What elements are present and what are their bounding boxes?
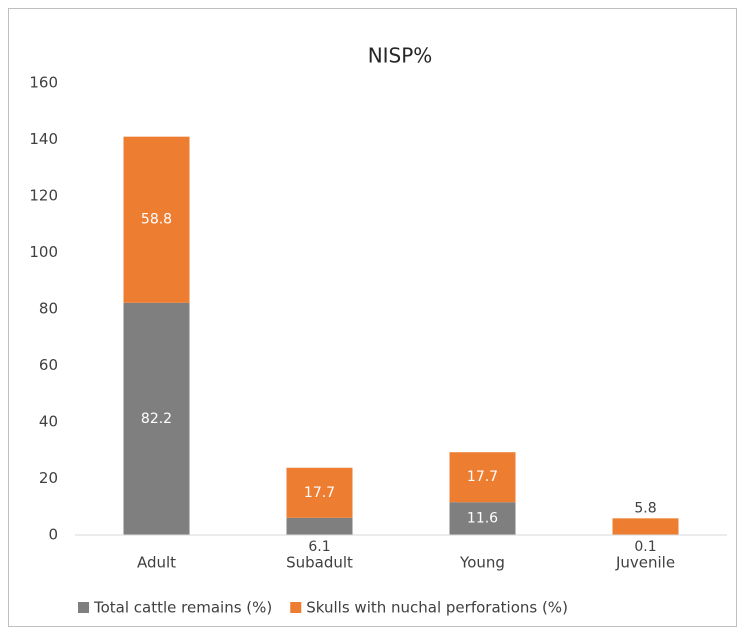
legend-label: Total cattle remains (%) bbox=[93, 599, 272, 617]
y-tick-label: 140 bbox=[29, 130, 58, 148]
bar-segment bbox=[286, 517, 353, 535]
y-tick-label: 80 bbox=[39, 300, 58, 318]
legend-label: Skulls with nuchal perforations (%) bbox=[306, 599, 568, 617]
value-label: 0.1 bbox=[634, 539, 656, 555]
value-label: 5.8 bbox=[634, 500, 656, 516]
value-label: 11.6 bbox=[467, 511, 498, 527]
bar-segment bbox=[612, 518, 679, 535]
y-tick-label: 100 bbox=[29, 243, 58, 261]
value-label: 82.2 bbox=[141, 411, 172, 427]
y-tick-label: 40 bbox=[39, 413, 58, 431]
value-label: 6.1 bbox=[308, 539, 330, 555]
chart-title: NISP% bbox=[368, 44, 433, 68]
value-label: 58.8 bbox=[141, 212, 172, 228]
y-tick-label: 20 bbox=[39, 469, 58, 487]
x-tick-label: Adult bbox=[137, 554, 176, 572]
bar-segment bbox=[286, 467, 353, 518]
x-tick-label: Subadult bbox=[286, 554, 353, 572]
value-label: 17.7 bbox=[467, 469, 498, 485]
bar-segment bbox=[449, 452, 516, 503]
y-tick-label: 120 bbox=[29, 187, 58, 205]
x-tick-label: Young bbox=[459, 554, 505, 572]
bar-segment bbox=[449, 502, 516, 535]
y-tick-label: 0 bbox=[48, 526, 58, 544]
x-tick-label: Juvenile bbox=[615, 554, 675, 572]
y-tick-label: 60 bbox=[39, 356, 58, 374]
value-label: 17.7 bbox=[304, 485, 335, 501]
legend-swatch bbox=[78, 602, 89, 613]
bar-segment bbox=[123, 136, 190, 303]
y-tick-label: 160 bbox=[29, 74, 58, 92]
bar-segment bbox=[123, 302, 190, 535]
legend-swatch bbox=[290, 602, 302, 613]
